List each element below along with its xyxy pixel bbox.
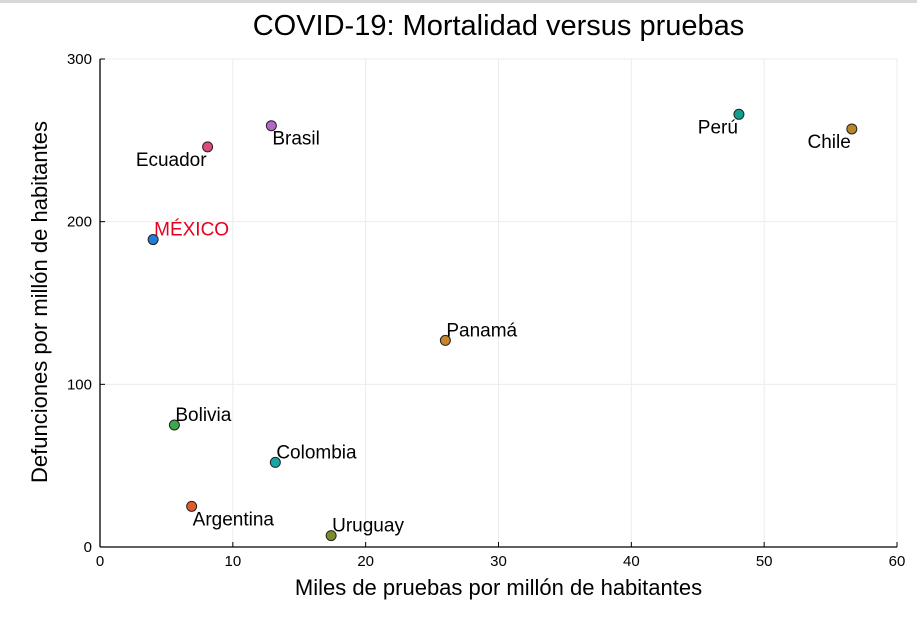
point-label: Brasil [272,129,320,150]
x-tick-label: 50 [756,553,773,570]
data-point [202,141,214,153]
x-tick-label: 10 [224,553,241,570]
point-label: Panamá [446,320,517,341]
window-top-border [0,0,917,3]
x-tick-label: 60 [889,553,906,570]
x-axis-label: Miles de pruebas por millón de habitante… [294,575,703,600]
x-tick-label: 30 [490,553,507,570]
data-point [168,419,180,431]
point-label: Bolivia [175,405,231,426]
data-point [147,234,159,246]
chart-title: COVID-19: Mortalidad versus pruebas [252,10,745,42]
point-label: Chile [808,132,851,153]
data-point [846,123,858,135]
point-label: Perú [698,117,738,138]
point-label: Colombia [276,442,357,463]
x-tick-label: 20 [357,553,374,570]
y-tick-label: 300 [67,51,92,68]
point-label: Argentina [193,509,275,530]
y-tick-label: 0 [84,539,92,556]
data-point [265,120,277,132]
data-point [325,530,337,542]
y-tick-label: 200 [67,214,92,231]
data-point [186,500,198,512]
point-label: MÉXICO [154,220,229,241]
x-tick-label: 0 [96,553,104,570]
point-label: Ecuador [136,150,207,171]
data-point [269,456,281,468]
data-point [733,108,745,120]
data-point [439,334,451,346]
x-tick-label: 40 [623,553,640,570]
point-label: Uruguay [332,516,404,537]
y-tick-label: 100 [67,376,92,393]
